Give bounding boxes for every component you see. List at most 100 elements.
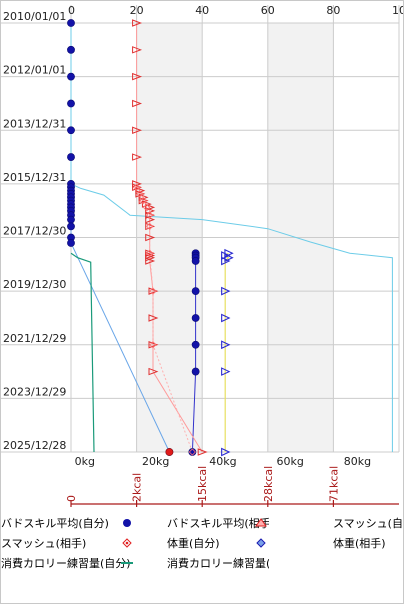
data-point-weight_self [146,249,154,257]
legend-label: スマッシュ(相手) [1,537,87,550]
legend-label: バドスキル平均(相手) [167,517,269,530]
bottom-tick-label: 20kg [142,455,169,468]
top-tick-label: 60 [261,4,275,17]
top-tick-label: 40 [195,4,209,17]
legend-item-burn_opp: 消費カロリー練習量(相手) [135,555,269,571]
data-point-bad_self [67,72,75,81]
data-point-weight_opp [221,256,231,266]
data-point-weight_self [149,341,157,349]
data-point-weight_opp [221,367,231,376]
data-point-bad_self [67,99,75,108]
legend-item-weight_self: 体重(自分) [135,535,269,551]
data-point-weight_opp [224,253,234,263]
legend-item-smash_self: スマッシュ(自分) [269,515,403,531]
legend-label: スマッシュ(自分) [333,517,403,530]
data-point-smash_self [132,72,143,81]
data-point-bad_opp [191,257,200,265]
burn_self-legend-marker [119,555,135,571]
data-point-smash_self [132,19,143,27]
data-point-bad_opp [191,340,200,349]
legend-label: バドスキル平均(自分) [1,517,109,530]
y-tick-label: 2015/12/31 [3,171,66,184]
data-point-weight_self [142,203,151,211]
data-point-weight_self [146,211,154,219]
data-point-bad_self [67,153,75,161]
kcal-tick-label: 28kcal [262,466,275,502]
data-point-smash_self [138,196,149,205]
data-point-smash_self [145,211,156,219]
bad_opp-legend-marker [253,515,269,531]
data-point-weight_opp [221,313,231,323]
y-tick-label: 2021/12/29 [3,332,66,345]
data-point-smash_self [132,183,143,191]
data-point-weight_opp [221,286,231,296]
legend-row: 消費カロリー練習量(自分) 消費カロリー練習量(相手) [1,553,403,571]
chart-svg: 2010/01/01 2012/01/01 2013/12/31 2015/12/31… [1,4,403,507]
data-point-smash_opp [165,448,174,456]
y-tick-label: 2017/12/30 [3,225,66,238]
kcal-tick-label: 0 [65,495,78,502]
data-point-weight_opp [221,447,231,457]
data-point-smash_self [145,233,156,242]
top-tick-label: 20 [130,4,144,17]
data-point-smash_self [148,341,159,349]
bad_self-legend-marker [119,515,135,531]
data-point-smash_self [141,200,152,208]
y-tick-label: 2025/12/28 [3,439,66,452]
data-point-smash_self [148,287,159,295]
data-point-weight_self [149,287,157,295]
data-point-bad_opp [191,287,200,296]
data-point-smash_self [135,190,146,198]
data-point-smash_self [132,153,143,161]
data-point-smash_self [145,222,156,231]
data-point-bad_self [67,45,75,54]
y-tick-label: 2012/01/01 [3,64,66,77]
legend-label: 消費カロリー練習量(相手) [167,557,269,570]
data-point-smash_self [145,257,156,265]
kcal-tick-label: 71kcal [327,466,340,502]
top-tick-label: 0 [68,4,75,17]
legend-row: バドスキル平均(自分) バドスキル平均(相手) スマッシュ(自分) [1,513,403,531]
top-tick-label: 10 [392,4,403,17]
y-tick-label: 2013/12/31 [3,117,66,130]
legend-label: 消費カロリー練習量(自分) [1,557,131,570]
bottom-tick-label: 60kg [277,455,304,468]
series-line-weight_opp [224,252,230,452]
kcal-tick-label: 15kcal [196,466,209,502]
data-point-smash_self [132,126,143,134]
legend-label: 体重(相手) [333,537,386,550]
legend-item-bad_self: バドスキル平均(自分) [1,515,135,531]
y-tick-label: 2019/12/30 [3,278,66,291]
kcal-tick-label: 2kcal [131,473,144,502]
data-point-smash_self [132,99,143,108]
series-line-burn_self [70,23,393,452]
data-point-weight_self [136,190,144,198]
legend-item-smash_opp: スマッシュ(相手) [1,535,135,551]
bottom-tick-label: 40kg [209,455,236,468]
legend-item-bad_opp: バドスキル平均(相手) [135,515,269,531]
y-tick-label: 2023/12/29 [3,385,66,398]
y-tick-label: 2010/01/01 [3,10,66,23]
top-tick-label: 80 [326,4,340,17]
legend-row: スマッシュ(相手) 体重(自分) 体重(相手) [1,533,403,551]
smash_opp-legend-marker [119,535,135,551]
weight_self-legend-marker [253,535,269,551]
data-point-bad_self [67,126,75,135]
legend-item-weight_opp: 体重(相手) [269,535,403,551]
data-point-weight_self [133,183,141,191]
data-point-weight_self [188,448,196,456]
series-line-burn_opp [70,252,95,453]
data-point-bad_self [67,215,75,224]
data-point-weight_self [139,197,147,205]
data-point-weight_opp [221,340,231,350]
data-point-bad_opp [191,367,200,376]
data-point-bad_self [67,222,75,231]
legend-label: 体重(自分) [167,537,220,550]
legend-item-burn_self: 消費カロリー練習量(自分) [1,555,135,571]
data-point-smash_self [197,448,208,456]
bottom-tick-label: 0kg [75,455,95,468]
data-point-weight_self [146,222,154,230]
data-point-smash_self [148,314,159,322]
bottom-tick-label: 80kg [344,455,371,468]
